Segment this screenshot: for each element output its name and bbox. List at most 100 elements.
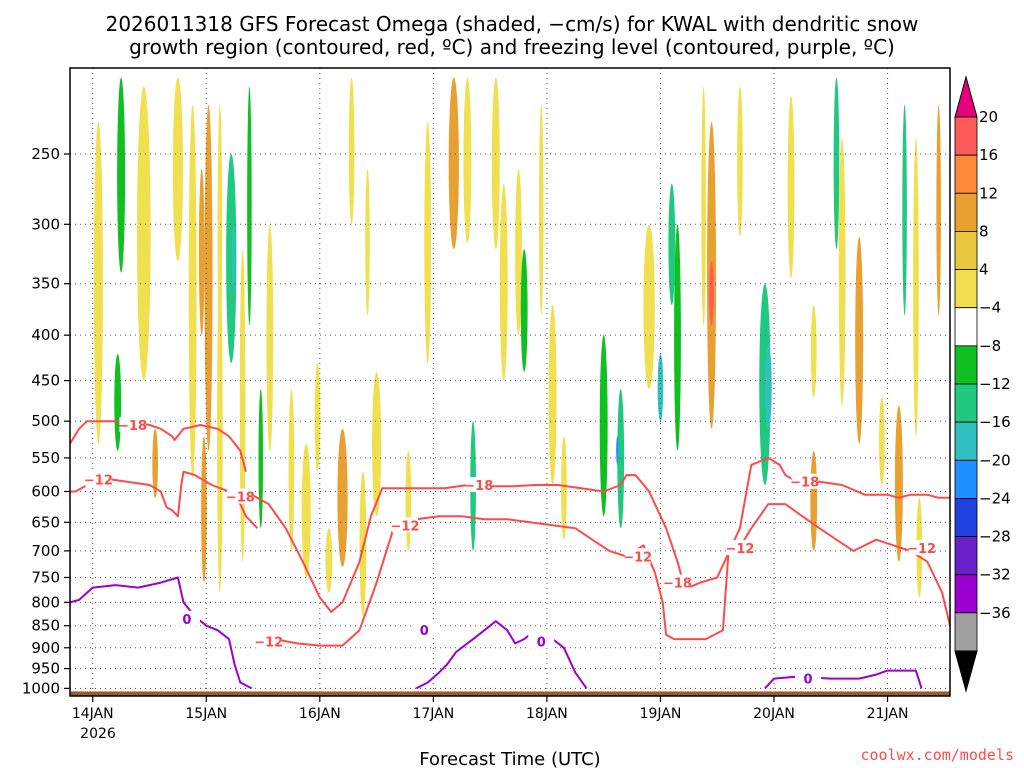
contour-label-bg (411, 622, 438, 638)
contour-label: 0 (420, 624, 429, 639)
colorbar-swatch (954, 231, 978, 270)
omega-cell (152, 428, 158, 498)
omega-cell (231, 224, 236, 295)
colorbar-swatch (954, 612, 978, 652)
contour-label: −12 (907, 542, 936, 557)
colorbar-label: −8 (979, 337, 1001, 355)
omega-cell (239, 249, 246, 562)
omega-cell (810, 305, 817, 398)
colorbar-label: −20 (979, 451, 1011, 469)
contour-label: 0 (537, 635, 546, 650)
contour-freezing-level (415, 620, 588, 690)
colorbar-label: −36 (979, 604, 1011, 622)
contour-label: −18 (226, 491, 255, 506)
colorbar-label: −16 (979, 413, 1011, 431)
colorbar-swatch (954, 307, 978, 347)
omega-cell (463, 77, 472, 244)
omega-cell (365, 169, 370, 316)
x-tick-label: 14JAN (72, 706, 114, 722)
contour-label-bg (255, 633, 282, 649)
omega-cell (93, 121, 103, 444)
omega-cell (204, 104, 213, 451)
y-tick-label: 350 (31, 275, 60, 293)
colorbar-label: −32 (979, 566, 1011, 584)
y-tick-label: 900 (31, 639, 60, 657)
omega-cell (548, 305, 557, 485)
colorbar-label: 12 (979, 184, 998, 202)
contour-label-bg (391, 517, 418, 533)
contour-label: −12 (623, 550, 652, 565)
omega-cell (709, 261, 714, 326)
omega-cell (894, 405, 903, 562)
omega-cell (405, 450, 412, 551)
contour-label: −18 (464, 479, 493, 494)
y-tick-label: 400 (31, 326, 60, 344)
contour-freezing-level (69, 576, 253, 690)
colorbar-swatch (954, 116, 978, 156)
omega-cell (810, 450, 818, 551)
contour-label: −18 (118, 419, 147, 434)
omega-cell (117, 77, 126, 273)
contour-freezing-level (764, 669, 923, 690)
omega-cell (616, 436, 619, 465)
omega-cell (668, 183, 676, 306)
omega-cell (424, 121, 432, 364)
contour-label-bg (791, 473, 818, 489)
colorbar-label: 4 (979, 261, 989, 279)
colorbar-bottom-arrow (954, 650, 978, 693)
ground-strip (70, 691, 950, 696)
omega-cell (855, 236, 864, 444)
colorbar-swatch (954, 383, 978, 423)
contour-label-bg (908, 540, 935, 556)
omega-cell (515, 169, 522, 336)
y-tick-label: 500 (31, 412, 60, 430)
chart-title-line-2: growth region (contoured, red, ºC) and f… (129, 35, 895, 59)
x-tick-label: 16JAN (299, 706, 341, 722)
dotted-gridlines (70, 68, 950, 696)
omega-cell (499, 183, 508, 381)
omega-cell (258, 389, 264, 529)
y-tick-label: 300 (31, 215, 60, 233)
x-tick-label: 21JAN (867, 706, 909, 722)
x-tick-label: 15JAN (185, 706, 227, 722)
colorbar-label: −12 (979, 375, 1011, 393)
contour-label-bg (119, 417, 146, 433)
omega-cell (188, 104, 197, 479)
omega-cell (657, 353, 664, 422)
omega-cell (838, 138, 846, 406)
contour-label-bg (726, 540, 753, 556)
contour-label-bg (173, 610, 200, 626)
omega-cell (913, 138, 919, 437)
omega-cell (136, 86, 151, 381)
contour-label: −12 (254, 635, 283, 650)
y-tick-label: 850 (31, 617, 60, 635)
colorbar-swatch (954, 154, 978, 194)
contour-label-bg (795, 670, 822, 686)
contour-labels: −18 −12 −18 −12 −12 −18 −12 −18 −12 −18 −12 0 0 0 0 (84, 417, 936, 688)
omega-cell (599, 335, 608, 517)
omega-cell (643, 224, 655, 390)
colorbar-label: 20 (979, 108, 998, 126)
omega-cell (372, 371, 382, 517)
omega-cell (217, 272, 223, 593)
colorbar-swatch (954, 498, 978, 537)
omega-cell (764, 344, 772, 429)
contour-label: −12 (725, 542, 754, 557)
contour-label: 0 (804, 673, 813, 688)
colorbar-swatch (954, 459, 978, 499)
omega-cell (759, 283, 771, 485)
x-tick-label: 20JAN (753, 706, 795, 722)
contour-label-bg (85, 471, 112, 487)
credit-text: coolwx.com/models (860, 746, 1014, 764)
contour-label: −18 (790, 476, 819, 491)
omega-cell (737, 86, 743, 237)
omega-cell (617, 389, 625, 529)
omega-cell (266, 224, 274, 451)
omega-cell (833, 77, 840, 250)
omega-cell (879, 397, 885, 485)
y-tick-label: 800 (31, 593, 60, 611)
contour-label-bg (465, 476, 492, 492)
omega-cell (561, 436, 567, 540)
omega-cell (348, 77, 355, 225)
contour-dgz-m18 (69, 420, 247, 472)
